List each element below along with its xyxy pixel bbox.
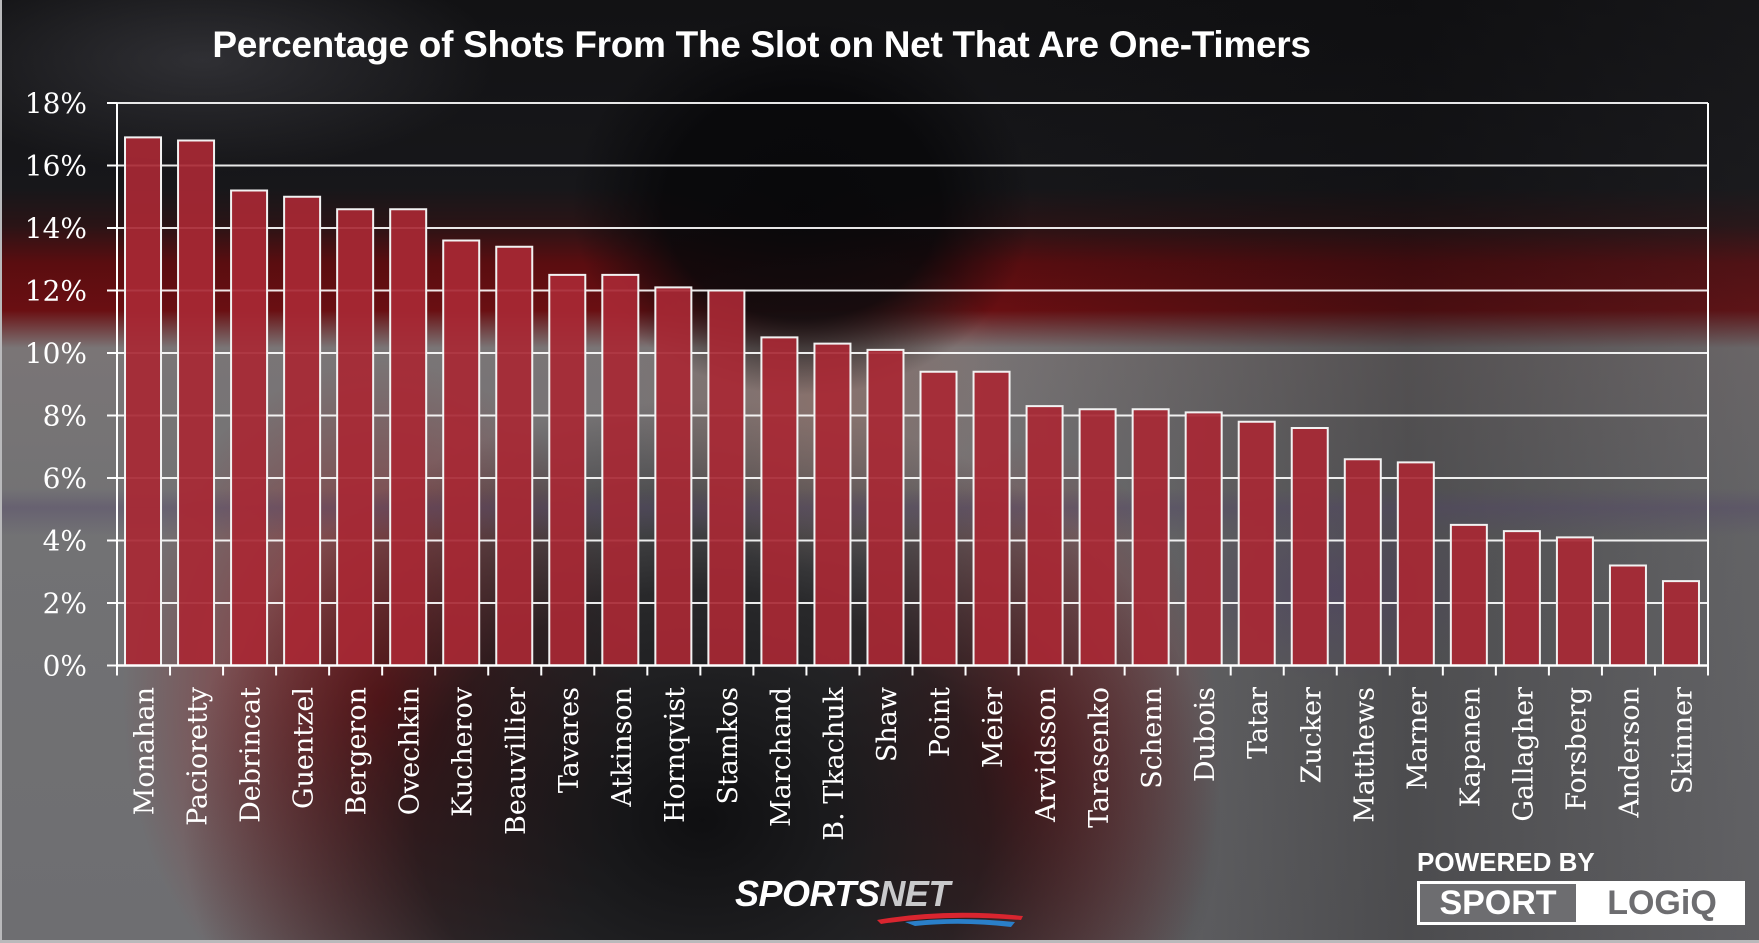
bar	[654, 286, 693, 667]
bar	[495, 245, 534, 667]
bar	[1078, 408, 1117, 667]
y-tick-label: 0%	[43, 650, 87, 683]
bar	[124, 136, 163, 667]
x-tick-label: Ovechkin	[395, 687, 426, 815]
bar	[601, 273, 640, 667]
y-tick-label: 16%	[25, 150, 87, 183]
x-tick-label: B. Tkachuk	[819, 686, 850, 840]
x-tick-label: Anderson	[1614, 687, 1645, 819]
bar	[1237, 420, 1276, 667]
x-tick-label: Meier	[978, 687, 1009, 768]
bar	[1396, 461, 1435, 667]
bar	[866, 348, 905, 667]
bar	[707, 289, 746, 667]
x-tick-label: Atkinson	[607, 687, 638, 808]
bar	[919, 370, 958, 667]
x-tick-label: Pacioretty	[183, 686, 214, 826]
y-tick-label: 12%	[25, 275, 87, 308]
bar	[1290, 427, 1329, 667]
bar	[1555, 536, 1594, 667]
bar	[1343, 458, 1382, 667]
x-tick-label: Gallagher	[1508, 687, 1539, 822]
y-tick-label: 18%	[25, 87, 87, 120]
powered-by-label: POWERED BY	[1417, 847, 1595, 877]
x-tick-label: Debrincat	[236, 687, 267, 823]
bars	[124, 136, 1700, 667]
bar	[1502, 530, 1541, 667]
x-tick-label: Tavares	[554, 687, 585, 793]
x-tick-label: Kucherov	[448, 686, 479, 817]
x-tick-label: Marner	[1402, 687, 1433, 790]
x-tick-label: Tarasenko	[1084, 687, 1115, 828]
x-tick-label: Zucker	[1296, 687, 1327, 784]
x-tick-label: Guentzel	[289, 687, 320, 809]
bar	[336, 208, 375, 667]
x-tick-label: Dubois	[1190, 687, 1221, 782]
x-tick-label: Tatar	[1243, 687, 1274, 759]
bar	[1025, 405, 1064, 667]
x-tick-label: Kapanen	[1455, 687, 1486, 807]
bar	[1661, 580, 1700, 667]
bar	[813, 342, 852, 667]
sportlogiq-logo-logiq: LOGiQ	[1579, 881, 1745, 925]
bar	[760, 336, 799, 667]
x-tick-label: Skinner	[1667, 687, 1698, 794]
x-tick-label: Shaw	[872, 687, 903, 762]
y-tick-label: 2%	[43, 587, 87, 620]
y-tick-label: 4%	[43, 525, 87, 558]
sportsnet-logo-net: NET	[879, 873, 950, 914]
sportsnet-swoosh-icon	[877, 912, 1023, 927]
sportsnet-logo-sports: SPORTS	[735, 873, 880, 914]
bar	[1184, 411, 1223, 667]
x-tick-label: Monahan	[130, 687, 161, 815]
sportlogiq-logo-sport: SPORT	[1417, 881, 1579, 925]
bar	[230, 189, 269, 667]
x-tick-label: Beauvillier	[501, 687, 532, 835]
y-tick-label: 8%	[43, 400, 87, 433]
x-tick-label: Stamkos	[713, 687, 744, 805]
x-tick-label: Forsberg	[1561, 687, 1592, 811]
bar	[442, 239, 481, 667]
bar	[283, 195, 322, 667]
x-tick-label: Schenn	[1137, 687, 1168, 789]
y-tick-label: 6%	[43, 462, 87, 495]
bar	[972, 370, 1011, 667]
y-tick-label: 10%	[25, 337, 87, 370]
chart-title: Percentage of Shots From The Slot on Net…	[212, 24, 1311, 65]
x-tick-label: Marchand	[766, 687, 797, 827]
sportsnet-logo: SPORTSNET	[735, 873, 1035, 927]
bar	[548, 273, 587, 667]
sportlogiq-logo: SPORT LOGiQ	[1417, 881, 1745, 925]
bar	[389, 208, 428, 667]
y-tick-label: 14%	[25, 212, 87, 245]
bar	[177, 139, 216, 667]
x-tick-label: Arvidsson	[1031, 687, 1062, 823]
x-tick-label: Hornqvist	[660, 687, 691, 823]
x-tick-label: Matthews	[1349, 687, 1380, 823]
x-tick-label: Point	[925, 687, 956, 757]
bar	[1449, 523, 1488, 667]
x-tick-label: Bergeron	[342, 687, 373, 816]
bar	[1608, 564, 1647, 667]
x-axis-ticks: Monahan Pacioretty Debrincat Guentzel Berger…	[116, 665, 1709, 841]
bar	[1131, 408, 1170, 667]
y-axis-ticks: 0% 2% 4% 6% 8% 10% 12% 14% 16% 18%	[25, 87, 117, 683]
